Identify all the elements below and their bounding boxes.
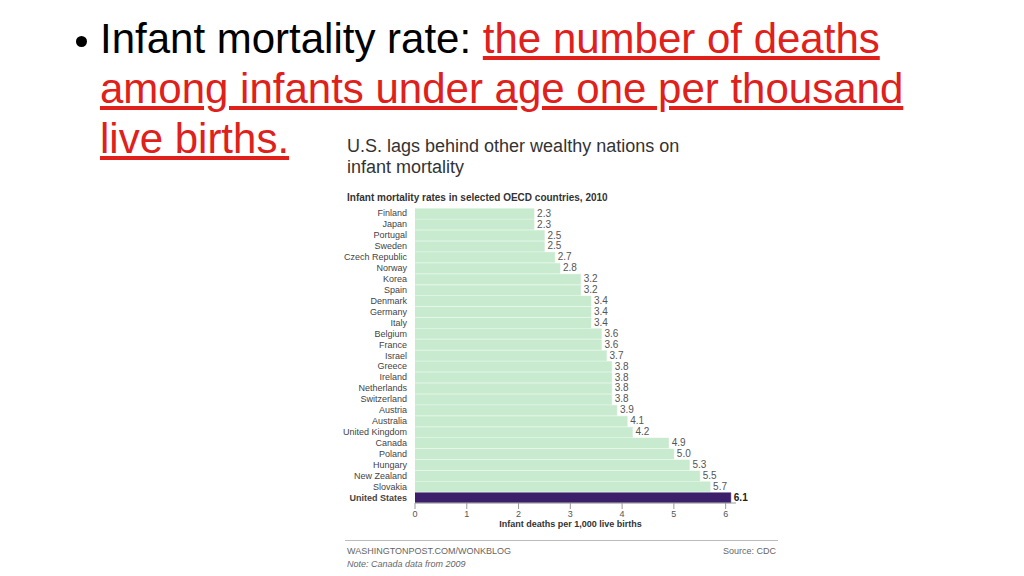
svg-text:3: 3 (568, 509, 573, 519)
svg-text:3.8: 3.8 (615, 361, 629, 372)
svg-text:France: France (379, 340, 407, 350)
svg-text:2.3: 2.3 (537, 219, 551, 230)
svg-text:2.5: 2.5 (547, 240, 561, 251)
svg-text:3.6: 3.6 (604, 339, 618, 350)
html-text:Infant deaths per 1,000 live b: Infant deaths per 1,000 live births (499, 519, 642, 529)
svg-text:Japan: Japan (382, 219, 407, 229)
svg-text:Hungary: Hungary (373, 460, 408, 470)
svg-text:Sweden: Sweden (374, 241, 407, 251)
svg-text:4.1: 4.1 (630, 415, 644, 426)
svg-text:2: 2 (516, 509, 521, 519)
svg-text:4.9: 4.9 (672, 437, 686, 448)
html-text:Note: Canada data from 2009: Note: Canada data from 2009 (347, 559, 466, 569)
svg-text:2.3: 2.3 (537, 208, 551, 219)
svg-text:5.7: 5.7 (713, 481, 727, 492)
svg-text:Switzerland: Switzerland (360, 394, 407, 404)
svg-text:6: 6 (723, 509, 728, 519)
svg-text:4.2: 4.2 (635, 426, 649, 437)
svg-text:6.1: 6.1 (734, 492, 748, 503)
svg-text:2.8: 2.8 (563, 262, 577, 273)
svg-text:Netherlands: Netherlands (358, 383, 407, 393)
svg-text:5: 5 (671, 509, 676, 519)
html-text:Source: CDC: Source: CDC (723, 546, 776, 556)
svg-text:3.2: 3.2 (584, 284, 598, 295)
svg-text:2.7: 2.7 (558, 251, 572, 262)
html-text:WASHINGTONPOST.COM/WONKBLOG: WASHINGTONPOST.COM/WONKBLOG (347, 546, 511, 556)
svg-text:New Zealand: New Zealand (354, 471, 407, 481)
svg-text:1: 1 (464, 509, 469, 519)
svg-text:3.8: 3.8 (615, 382, 629, 393)
svg-text:5.3: 5.3 (692, 459, 706, 470)
svg-text:Germany: Germany (370, 307, 408, 317)
svg-text:Canada: Canada (375, 438, 407, 448)
svg-text:Slovakia: Slovakia (373, 482, 407, 492)
svg-text:3.4: 3.4 (594, 295, 608, 306)
svg-text:3.7: 3.7 (610, 350, 624, 361)
html-text:U.S. lags behind other wealthy: U.S. lags behind other wealthy nations o… (347, 136, 680, 177)
html-text:Infant mortality rate: the num: Infant mortality rate: the number of dea… (100, 15, 904, 162)
svg-text:Denmark: Denmark (370, 296, 407, 306)
svg-text:3.4: 3.4 (594, 317, 608, 328)
svg-text:Belgium: Belgium (374, 329, 407, 339)
svg-text:United States: United States (349, 493, 407, 503)
svg-text:Czech Republic: Czech Republic (344, 252, 408, 262)
svg-text:0: 0 (412, 509, 417, 519)
svg-text:Greece: Greece (377, 361, 407, 371)
html-text:Infant mortality rates in sele: Infant mortality rates in selected OECD … (347, 192, 608, 203)
svg-text:3.8: 3.8 (615, 372, 629, 383)
svg-text:Poland: Poland (379, 449, 407, 459)
svg-text:3.6: 3.6 (604, 328, 618, 339)
svg-text:3.8: 3.8 (615, 393, 629, 404)
svg-text:4: 4 (620, 509, 625, 519)
svg-text:Ireland: Ireland (379, 372, 407, 382)
svg-text:3.2: 3.2 (584, 273, 598, 284)
svg-text:Finland: Finland (377, 208, 407, 218)
svg-text:5.0: 5.0 (677, 448, 691, 459)
svg-text:Austria: Austria (379, 405, 407, 415)
svg-text:Italy: Italy (390, 318, 407, 328)
svg-text:Spain: Spain (384, 285, 407, 295)
svg-text:United Kingdom: United Kingdom (343, 427, 407, 437)
svg-text:Korea: Korea (383, 274, 407, 284)
svg-text:3.4: 3.4 (594, 306, 608, 317)
svg-text:Australia: Australia (372, 416, 407, 426)
svg-text:Norway: Norway (376, 263, 407, 273)
svg-text:3.9: 3.9 (620, 404, 634, 415)
svg-text:5.5: 5.5 (703, 470, 717, 481)
svg-text:Israel: Israel (385, 351, 407, 361)
svg-text:Portugal: Portugal (373, 230, 407, 240)
svg-text:2.5: 2.5 (547, 230, 561, 241)
